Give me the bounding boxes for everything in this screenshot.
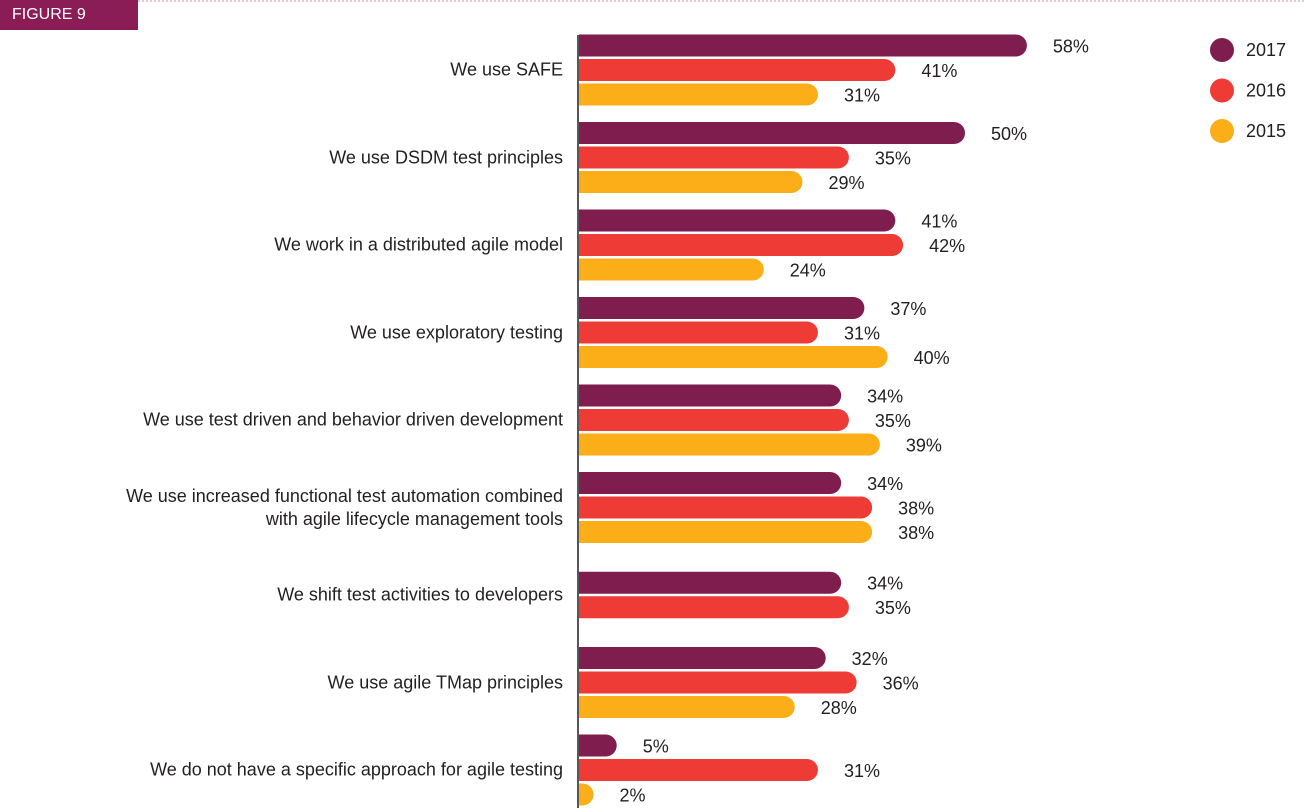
bar	[579, 146, 849, 169]
bar	[579, 759, 818, 781]
figure-label: FIGURE 9	[0, 0, 138, 30]
category-label: We work in a distributed agile model	[274, 234, 563, 255]
legend-label: 2015	[1246, 121, 1286, 141]
bar	[579, 234, 904, 256]
legend-marker	[1210, 38, 1234, 62]
value-label: 38%	[898, 523, 934, 543]
bar	[579, 321, 818, 344]
bar	[579, 171, 803, 193]
value-label: 35%	[875, 598, 911, 618]
bar	[579, 596, 849, 619]
bar	[579, 647, 826, 669]
value-label: 31%	[844, 761, 880, 781]
value-label: 38%	[898, 498, 934, 518]
value-label: 34%	[867, 574, 903, 594]
category-label: We use DSDM test principles	[329, 147, 563, 167]
category-label: We shift test activities to developers	[277, 584, 563, 605]
category-label: We use SAFE	[450, 59, 563, 80]
value-label: 34%	[867, 474, 903, 494]
bar	[579, 783, 594, 806]
value-label: 32%	[852, 649, 888, 669]
category-label: We use agile TMap principles	[327, 672, 563, 692]
bar	[579, 346, 888, 368]
bar	[579, 297, 865, 319]
value-label: 35%	[875, 411, 911, 431]
legend-marker	[1210, 119, 1234, 143]
value-label: 31%	[844, 85, 880, 105]
bar	[579, 209, 896, 232]
value-label: 34%	[867, 386, 903, 406]
category-label: We use exploratory testing	[350, 322, 563, 342]
value-label: 35%	[875, 148, 911, 168]
value-label: 50%	[991, 124, 1027, 144]
value-label: 37%	[890, 299, 926, 319]
category-label: We use test driven and behavior driven d…	[143, 409, 563, 430]
value-label: 31%	[844, 323, 880, 343]
value-label: 2%	[619, 785, 645, 805]
bar	[579, 83, 818, 106]
value-label: 42%	[929, 236, 965, 256]
value-label: 29%	[828, 173, 864, 193]
category-label: We use increased functional test automat…	[126, 485, 563, 529]
value-label: 41%	[921, 211, 957, 231]
legend-label: 2017	[1246, 40, 1286, 60]
value-label: 39%	[906, 435, 942, 455]
value-label: 41%	[921, 61, 957, 81]
value-label: 58%	[1053, 36, 1089, 56]
value-label: 28%	[821, 698, 857, 718]
bar	[579, 571, 842, 594]
bar	[579, 122, 965, 144]
value-label: 24%	[790, 260, 826, 280]
bar	[579, 433, 880, 456]
bar	[579, 34, 1027, 57]
bar	[579, 671, 857, 694]
legend-label: 2016	[1246, 80, 1286, 100]
bar	[579, 496, 873, 519]
category-label: We do not have a specific approach for a…	[150, 759, 563, 780]
value-label: 36%	[883, 673, 919, 693]
bar	[579, 258, 764, 281]
bar	[579, 472, 842, 494]
bar	[579, 696, 795, 718]
bar	[579, 734, 617, 757]
value-label: 40%	[914, 348, 950, 368]
value-label: 5%	[643, 736, 669, 756]
legend-marker	[1210, 78, 1234, 103]
bar	[579, 384, 842, 407]
bar	[579, 521, 873, 543]
bar	[579, 409, 849, 431]
bar	[579, 59, 896, 81]
